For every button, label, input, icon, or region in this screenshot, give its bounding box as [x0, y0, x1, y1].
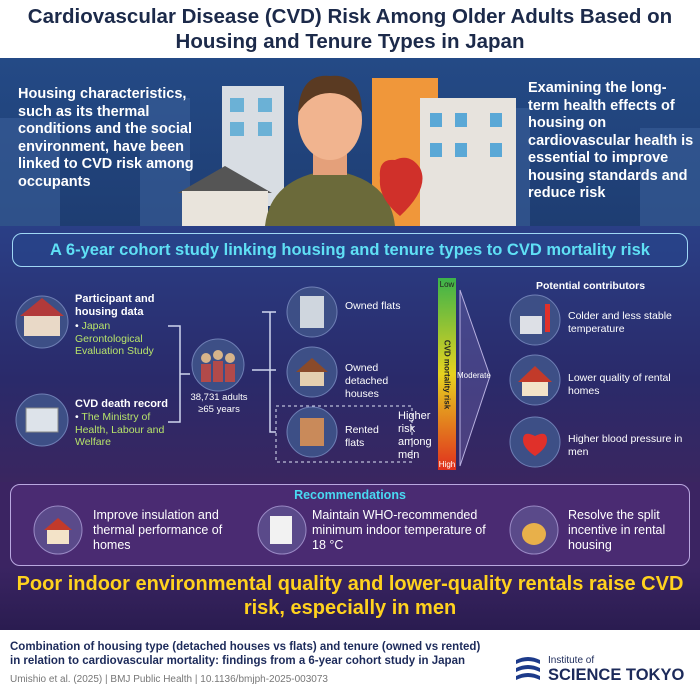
citation: Combination of housing type (detached ho… — [10, 641, 481, 667]
recommendations-title: Recommendations — [294, 488, 406, 502]
conclusion: Poor indoor environmental quality and lo… — [16, 573, 684, 619]
logo-small: Institute of — [548, 655, 595, 666]
hero-banner: Housing characteristics, such as its the… — [0, 58, 700, 226]
scale-label: CVD mortality risk — [442, 339, 452, 410]
housing-type: Rented flats — [345, 424, 379, 449]
source-detail: The Ministry of Health, Labour and Welfa… — [75, 411, 175, 449]
recommendations-box — [10, 484, 690, 566]
title: Cardiovascular Disease (CVD) Risk Among … — [27, 5, 673, 53]
recommendation: Improve insulation and thermal performan… — [93, 508, 223, 552]
recommendation: Resolve the split incentive in rental ho… — [568, 508, 666, 552]
source-label: CVD death record — [75, 398, 168, 410]
source-detail: Japan Gerontological Evaluation Study — [75, 320, 175, 358]
intro-right: Examining the long-term health effects o… — [528, 80, 694, 201]
recommendation: Maintain WHO-recommended minimum indoor … — [312, 508, 486, 552]
logo-mark — [516, 657, 540, 680]
scale-low: Low — [439, 280, 455, 289]
reference: Umishio et al. (2025) | BMJ Public Healt… — [10, 674, 328, 685]
recommendation-icons — [33, 505, 559, 555]
logo-large: SCIENCE TOKYO — [548, 666, 685, 684]
intro-left: Housing characteristics, such as its the… — [18, 86, 194, 190]
hero-illustration — [0, 75, 700, 226]
housing-type: Owned flats — [345, 300, 401, 312]
contributor: Colder and less stable temperature — [568, 310, 672, 335]
contributor: Lower quality of rental homes — [568, 372, 671, 397]
study-graphics — [15, 278, 561, 470]
higher-risk: Higher risk among men — [398, 410, 432, 461]
conclusion-bg — [0, 568, 700, 630]
housing-type: Owned detached houses — [345, 362, 389, 400]
source-label: Participant and housing data — [75, 293, 155, 318]
scale-high: High — [438, 460, 456, 469]
contributors-title: Potential contributors — [536, 280, 646, 292]
study-title: A 6-year cohort study linking housing an… — [12, 233, 688, 267]
scale-moderate: Moderate — [457, 371, 491, 380]
participants: 38,731 adults ≥65 years — [190, 392, 248, 415]
contributor: Higher blood pressure in men — [568, 433, 683, 458]
